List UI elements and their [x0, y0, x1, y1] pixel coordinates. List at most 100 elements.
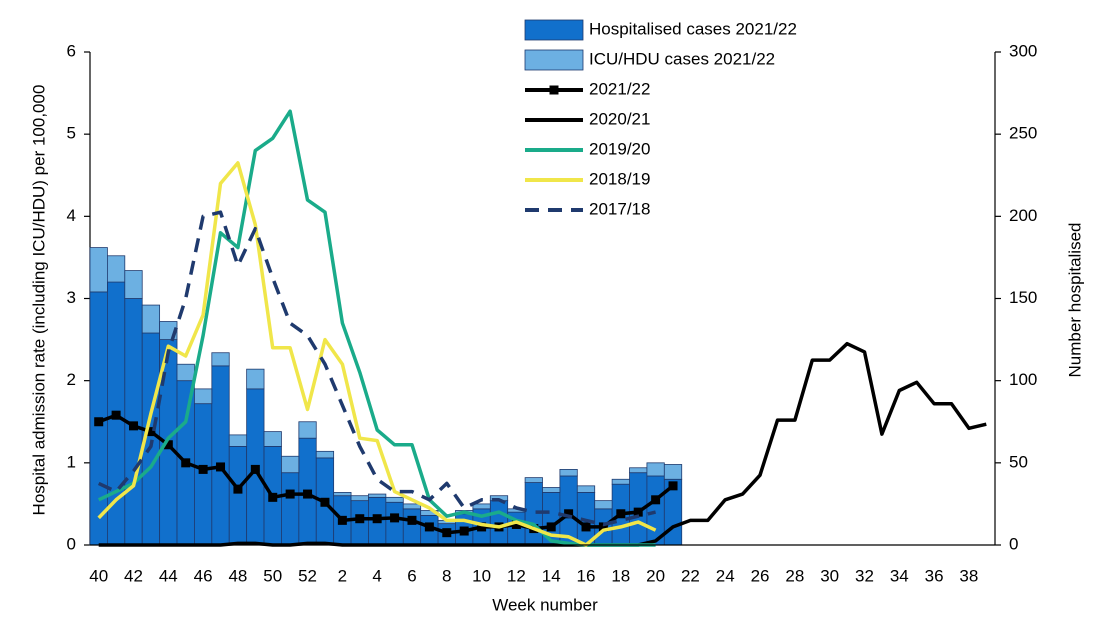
- bar: [246, 368, 265, 390]
- bar: [228, 434, 248, 447]
- bar: [646, 462, 665, 477]
- marker: [511, 519, 521, 529]
- marker: [355, 514, 365, 524]
- x-tick-label: 2: [338, 566, 347, 585]
- marker: [598, 522, 608, 532]
- x-tick-label: 6: [407, 566, 416, 585]
- x-tick-label: 50: [263, 566, 282, 585]
- x-tick-label: 10: [472, 566, 491, 585]
- y-tick-label: 5: [67, 124, 76, 143]
- y2-tick-label: 150: [1009, 288, 1037, 307]
- marker: [564, 509, 574, 519]
- y2-tick-label: 0: [1009, 534, 1018, 553]
- marker: [94, 417, 104, 427]
- y-tick-label: 1: [67, 452, 76, 471]
- bar: [385, 496, 404, 503]
- y2-tick-label: 100: [1009, 370, 1037, 389]
- x-tick-label: 16: [577, 566, 596, 585]
- bar: [228, 445, 248, 546]
- legend-label: 2021/22: [589, 79, 650, 98]
- bar: [194, 403, 213, 546]
- x-tick-label: 12: [507, 566, 526, 585]
- marker: [233, 484, 243, 494]
- marker: [546, 522, 556, 532]
- bar: [629, 467, 648, 474]
- x-tick-label: 30: [820, 566, 839, 585]
- bar: [141, 304, 161, 334]
- y2-axis-label: Number hospitalised: [1065, 223, 1084, 378]
- x-tick-label: 32: [855, 566, 874, 585]
- bar: [350, 495, 369, 502]
- marker: [337, 515, 347, 525]
- marker: [285, 489, 295, 499]
- bar: [663, 464, 683, 480]
- marker: [651, 495, 661, 505]
- bar: [315, 450, 335, 459]
- bar: [385, 501, 404, 546]
- legend-label: Hospitalised cases 2021/22: [589, 19, 797, 38]
- bar: [263, 431, 282, 447]
- legend-label: 2018/19: [589, 169, 650, 188]
- y-tick-label: 2: [67, 370, 76, 389]
- x-tick-label: 34: [890, 566, 909, 585]
- line: [97, 210, 657, 527]
- y2-tick-label: 300: [1009, 41, 1037, 60]
- legend-swatch: [524, 49, 584, 71]
- legend-label: 2020/21: [589, 109, 650, 128]
- legend-label: ICU/HDU cases 2021/22: [589, 49, 775, 68]
- x-tick-label: 8: [442, 566, 451, 585]
- marker: [424, 522, 434, 532]
- bar: [107, 255, 126, 283]
- x-tick-label: 4: [372, 566, 381, 585]
- bar: [594, 500, 613, 510]
- marker: [390, 513, 400, 523]
- x-tick-label: 40: [89, 566, 108, 585]
- marker: [181, 458, 191, 468]
- marker: [303, 489, 313, 499]
- bar: [402, 503, 422, 510]
- x-tick-label: 14: [542, 566, 561, 585]
- legend-marker: [549, 85, 559, 95]
- bar: [576, 485, 596, 493]
- legend-label: 2019/20: [589, 139, 650, 158]
- line: [97, 161, 657, 547]
- marker: [129, 421, 139, 431]
- bar: [176, 363, 195, 382]
- bar: [281, 472, 300, 546]
- x-tick-label: 42: [124, 566, 143, 585]
- bar: [472, 503, 491, 510]
- x-tick-label: 28: [785, 566, 804, 585]
- y-tick-label: 6: [67, 41, 76, 60]
- bar: [524, 477, 543, 483]
- x-tick-label: 22: [681, 566, 700, 585]
- marker: [668, 481, 678, 491]
- y2-tick-label: 50: [1009, 452, 1028, 471]
- bar: [368, 493, 387, 498]
- y-tick-label: 3: [67, 288, 76, 307]
- marker: [633, 507, 643, 517]
- marker: [442, 528, 452, 538]
- bar: [402, 508, 422, 546]
- marker: [268, 492, 278, 502]
- y-tick-label: 0: [67, 534, 76, 553]
- legend-swatch: [524, 19, 584, 41]
- bar: [89, 247, 108, 293]
- x-tick-label: 36: [925, 566, 944, 585]
- line: [98, 413, 675, 535]
- legend-label: 2017/18: [589, 199, 650, 218]
- marker: [372, 514, 382, 524]
- x-axis-label: Week number: [492, 595, 598, 614]
- bar: [542, 487, 561, 493]
- marker: [198, 464, 208, 474]
- marker: [163, 440, 173, 450]
- marker: [581, 522, 591, 532]
- x-tick-label: 48: [228, 566, 247, 585]
- bar: [194, 388, 213, 405]
- x-tick-label: 20: [646, 566, 665, 585]
- x-tick-label: 44: [159, 566, 178, 585]
- x-tick-label: 52: [298, 566, 317, 585]
- y2-tick-label: 200: [1009, 206, 1037, 225]
- y-axis-label: Hospital admission rate (including ICU/H…: [29, 85, 48, 516]
- bar: [298, 421, 317, 439]
- marker: [250, 464, 260, 474]
